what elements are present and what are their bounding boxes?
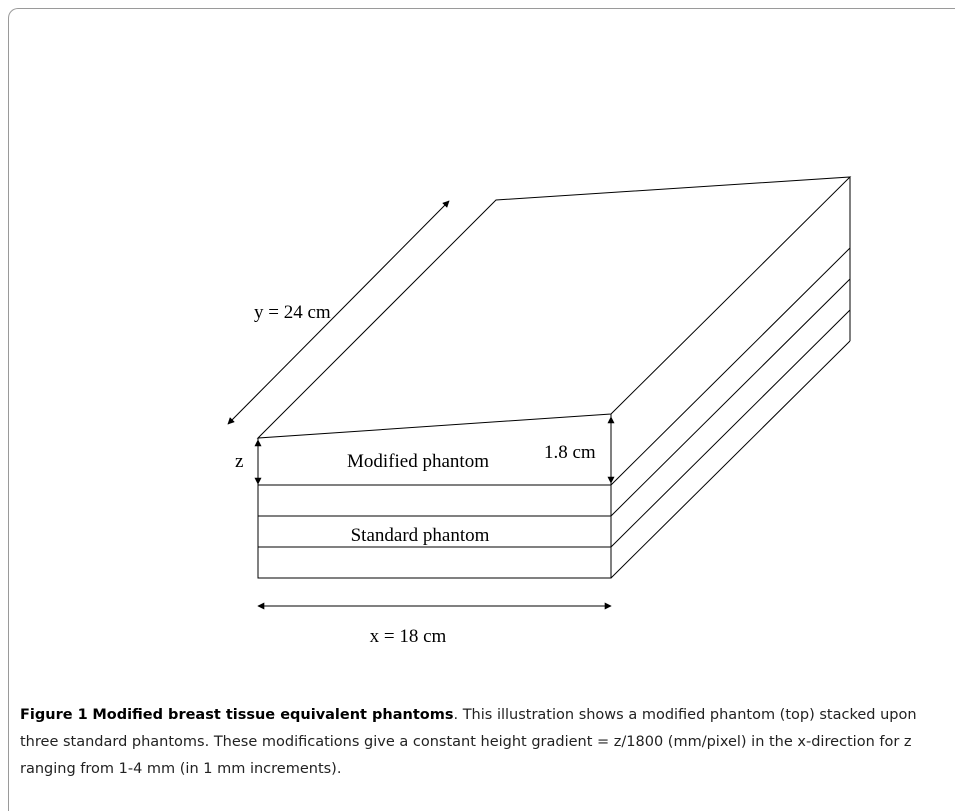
figure-frame: [8, 8, 955, 811]
diagram: y = 24 cm z 1.8 cm Modified phantom Stan…: [227, 176, 852, 647]
modified-label: Modified phantom: [347, 451, 489, 472]
standard-layers: [257, 484, 612, 579]
z-label: z: [235, 451, 243, 472]
caption: Figure 1 Modified breast tissue equivale…: [20, 702, 945, 783]
caption-text: . This illustration shows a modified pha…: [20, 707, 917, 777]
y-label: y = 24 cm: [254, 302, 331, 323]
phantom-block: [227, 176, 852, 610]
caption-label: Figure 1: [20, 707, 88, 723]
standard-label: Standard phantom: [351, 525, 490, 546]
top-face: [256, 176, 852, 439]
side-face: [610, 177, 851, 579]
caption-title: Modified breast tissue equivalent phanto…: [92, 707, 454, 723]
height-label: 1.8 cm: [544, 442, 596, 463]
x-label: x = 18 cm: [370, 626, 447, 647]
layer-lines: [258, 515, 611, 548]
y-arrow: [227, 200, 450, 425]
